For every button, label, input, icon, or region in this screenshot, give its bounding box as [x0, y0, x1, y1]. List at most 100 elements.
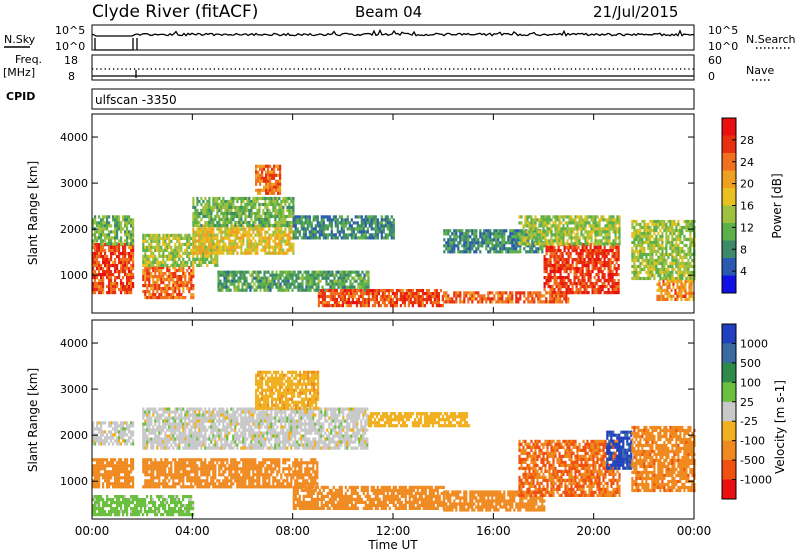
colorbar-tick-label: 500: [740, 357, 761, 370]
colorbar-tick-label: -1000: [740, 474, 772, 487]
station-title: Clyde River (fitACF): [92, 2, 258, 22]
velocity-colorbar: 1000 500 100 25 -25 -100 -500 -1000: [721, 323, 772, 500]
y-tick-label: 1000: [60, 269, 88, 282]
colorbar-swatch: [722, 479, 736, 500]
colorbar-swatch: [722, 362, 736, 383]
data-region: [518, 215, 621, 246]
data-region: [292, 485, 445, 510]
y-tick-label: 2000: [60, 223, 88, 236]
colorbar-tick-label: 12: [740, 221, 754, 234]
data-region: [292, 215, 395, 240]
colorbar-swatch: [722, 170, 736, 189]
nsky-tick-bottom: 10^0: [55, 40, 85, 53]
data-region: [92, 495, 195, 517]
nave-tick-top: 60: [708, 54, 722, 67]
velocity-y-ticks: 1000 2000 3000 4000: [60, 337, 694, 488]
freq-tick-top: 18: [64, 54, 78, 67]
colorbar-swatch: [722, 421, 736, 442]
cpid-value: ulfscan -3350: [95, 93, 177, 107]
nsky-tick-top: 10^5: [55, 24, 85, 37]
colorbar-swatch: [722, 153, 736, 171]
nsky-panel: N.Sky 10^5 10^0 10^5 10^0 N.Search: [4, 24, 796, 53]
cpid-label: CPID: [6, 90, 35, 103]
freq-label: Freq.: [15, 53, 42, 66]
data-region: [92, 458, 135, 489]
date-title: 21/Jul/2015: [593, 3, 678, 21]
colorbar-tick-label: 100: [740, 376, 761, 389]
velocity-colorbar-label: Velocity [m s-1]: [773, 380, 787, 474]
power-colorbar-label: Power [dB]: [770, 173, 784, 238]
colorbar-tick-label: 8: [740, 243, 747, 256]
data-region: [443, 291, 570, 304]
y-tick-label: 1000: [60, 475, 88, 488]
power-data: [92, 164, 696, 308]
data-region: [142, 407, 369, 450]
data-region: [92, 421, 135, 446]
data-region: [317, 289, 444, 308]
colorbar-tick-label: 25: [740, 396, 754, 409]
data-region: [192, 196, 295, 228]
power-panel: 1000 2000 3000 4000 Slant Range [km] 4 8 12 16…: [26, 113, 784, 314]
x-tick-label: 12:00: [376, 524, 411, 538]
freq-unit: [MHz]: [3, 66, 35, 79]
colorbar-swatch: [722, 135, 736, 154]
x-tick-label: 00:00: [677, 524, 712, 538]
y-tick-label: 4000: [60, 131, 88, 144]
x-axis-ticks: 00:00 04:00 08:00 12:00 16:00 20:00 00:00: [75, 114, 712, 538]
data-region: [92, 215, 135, 246]
x-tick-label: 04:00: [175, 524, 210, 538]
data-region: [656, 279, 695, 301]
freq-panel: Freq. [MHz] 18 8 60 0 Nave: [3, 53, 774, 83]
y-tick-label: 3000: [60, 383, 88, 396]
power-colorbar: 4 8 12 16 20 24 28: [721, 117, 754, 294]
data-region: [518, 439, 621, 497]
nave-label: Nave: [746, 64, 774, 77]
y-tick-label: 2000: [60, 429, 88, 442]
data-region: [367, 412, 471, 428]
colorbar-tick-label: -500: [740, 454, 765, 467]
colorbar-swatch: [722, 382, 736, 403]
colorbar-swatch: [722, 240, 736, 259]
power-y-ticks: 1000 2000 3000 4000: [60, 131, 694, 282]
colorbar-swatch: [722, 205, 736, 224]
colorbar-swatch: [722, 258, 736, 276]
y-tick-label: 3000: [60, 177, 88, 190]
x-tick-label: 08:00: [275, 524, 310, 538]
colorbar-tick-label: 24: [740, 156, 754, 169]
nave-tick-bottom: 0: [708, 70, 715, 83]
nsearch-label: N.Search: [746, 33, 796, 46]
y-tick-label: 4000: [60, 337, 88, 350]
colorbar-tick-label: 20: [740, 178, 754, 191]
colorbar-swatch: [722, 460, 736, 480]
colorbar-swatch: [722, 188, 736, 206]
data-region: [255, 370, 320, 410]
nsearch-tick-top: 10^5: [708, 24, 738, 37]
data-region: [217, 270, 370, 292]
colorbar-swatch: [722, 118, 736, 136]
colorbar-tick-label: 16: [740, 200, 754, 213]
freq-tick-bottom: 8: [68, 70, 75, 83]
data-region: [631, 219, 696, 281]
colorbar-tick-label: 28: [740, 134, 754, 147]
data-region: [255, 164, 282, 195]
data-region: [142, 266, 195, 300]
x-tick-label: 20:00: [576, 524, 611, 538]
colorbar-swatch: [722, 275, 736, 294]
velocity-panel: 1000 2000 3000 4000 Slant Range [km] 1000 50…: [26, 319, 787, 520]
data-region: [631, 425, 696, 493]
data-region: [92, 243, 135, 295]
velocity-data: [92, 370, 696, 517]
colorbar-swatch: [722, 401, 736, 422]
nsky-trace: [91, 28, 695, 37]
colorbar-tick-label: -25: [740, 415, 758, 428]
power-y-axis-label: Slant Range [km]: [26, 161, 40, 265]
cpid-panel: CPID ulfscan -3350: [6, 88, 695, 110]
x-axis-title: Time UT: [367, 538, 418, 552]
data-region: [142, 458, 319, 489]
colorbar-swatch: [722, 324, 736, 344]
data-region: [192, 224, 295, 255]
data-region: [543, 243, 620, 295]
colorbar-swatch: [722, 223, 736, 241]
nsearch-tick-bottom: 10^0: [708, 40, 738, 53]
